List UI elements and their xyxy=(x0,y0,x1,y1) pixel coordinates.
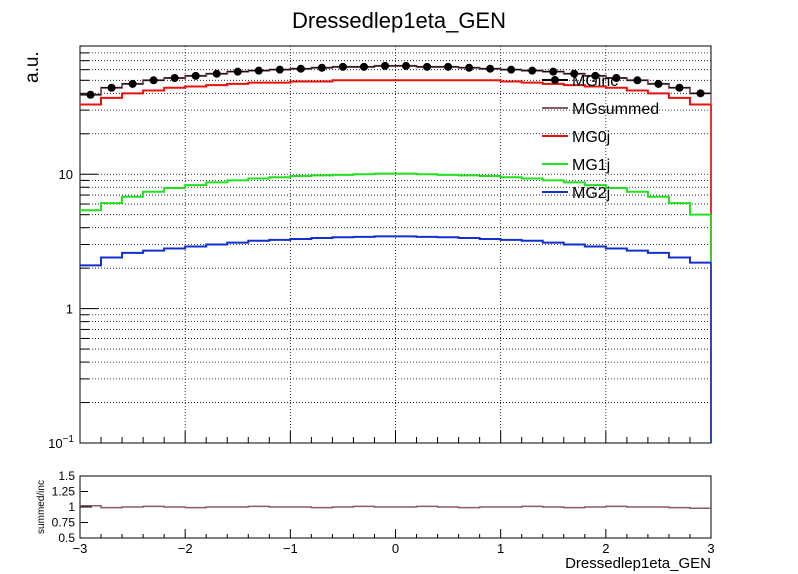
ratio-y-tick-label: 1.25 xyxy=(52,485,76,499)
mginc-marker xyxy=(212,69,221,78)
series-mg2j-line xyxy=(80,235,711,267)
x-tick-label: 2 xyxy=(602,541,609,556)
chart-title: Dressedlep1eta_GEN xyxy=(291,8,506,33)
mginc-marker xyxy=(528,66,537,75)
mginc-marker xyxy=(675,83,684,92)
x-tick-label: 0 xyxy=(392,541,399,556)
ratio-y-tick-label: 1.5 xyxy=(58,469,75,483)
ratio-y-tick-label: 0.5 xyxy=(58,531,75,545)
mginc-marker xyxy=(591,71,600,80)
mginc-marker xyxy=(696,89,705,98)
x-tick-label: 1 xyxy=(497,541,504,556)
mginc-marker xyxy=(170,74,179,83)
y-tick-label: 10−1 xyxy=(48,434,74,451)
mginc-marker xyxy=(107,83,116,92)
mginc-marker xyxy=(128,79,137,88)
series-mg1j-line xyxy=(80,172,711,216)
mginc-marker xyxy=(338,62,347,71)
mginc-marker xyxy=(380,61,389,70)
ratio-series-line xyxy=(80,505,711,509)
legend-mginc-marker xyxy=(551,76,559,84)
mginc-marker xyxy=(86,90,95,99)
x-axis-label: Dressedlep1eta_GEN xyxy=(565,555,711,572)
mginc-marker xyxy=(465,63,474,72)
ratio-y-axis-label: summed/inc xyxy=(36,480,47,534)
x-tick-label: 3 xyxy=(707,541,714,556)
mginc-marker xyxy=(423,62,432,71)
x-tick-label: −1 xyxy=(283,541,298,556)
mginc-marker xyxy=(233,67,242,76)
mginc-marker xyxy=(549,67,558,76)
ratio-y-tick-label: 0.75 xyxy=(52,516,76,530)
mginc-marker xyxy=(507,65,516,74)
mginc-marker xyxy=(612,74,621,83)
y-tick-label: 10 xyxy=(59,167,73,182)
mginc-marker xyxy=(191,71,200,80)
x-tick-label: −2 xyxy=(178,541,193,556)
legend-mginc-label: MGinc xyxy=(572,73,618,90)
mginc-marker xyxy=(254,66,263,75)
mginc-marker xyxy=(402,61,411,70)
mginc-marker xyxy=(444,62,453,71)
mginc-marker xyxy=(149,76,158,85)
legend-mg1j-label: MG1j xyxy=(572,157,610,174)
mginc-marker xyxy=(296,64,305,73)
legend-mg0j-label: MG0j xyxy=(572,129,610,146)
legend-mgsummed-label: MGsummed xyxy=(572,101,659,118)
series-mg0j-line xyxy=(80,79,711,106)
mginc-marker xyxy=(359,62,368,71)
mginc-marker xyxy=(317,63,326,72)
mginc-marker xyxy=(570,69,579,78)
mginc-marker xyxy=(275,65,284,74)
mginc-marker xyxy=(633,76,642,85)
y-tick-label: 1 xyxy=(66,302,73,317)
legend-mg2j-label: MG2j xyxy=(572,185,610,202)
ratio-y-tick-label: 1 xyxy=(68,500,75,514)
mginc-marker xyxy=(486,64,495,73)
x-tick-label: −3 xyxy=(73,541,88,556)
mginc-marker xyxy=(654,79,663,88)
